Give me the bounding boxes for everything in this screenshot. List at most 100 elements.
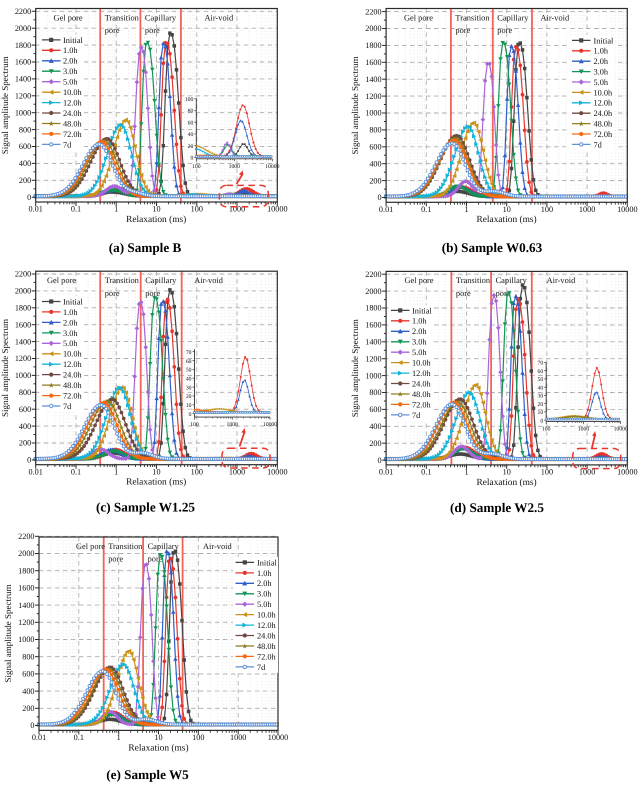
svg-text:0.1: 0.1 [71,205,81,214]
svg-text:3.0h: 3.0h [257,590,272,599]
svg-text:2200: 2200 [18,532,34,541]
svg-text:1800: 1800 [15,41,31,50]
svg-text:Gel pore: Gel pore [54,13,83,22]
svg-text:1000: 1000 [365,371,381,380]
svg-text:0.1: 0.1 [421,205,431,214]
svg-text:7d: 7d [257,663,266,672]
svg-text:400: 400 [369,422,381,431]
svg-text:200: 200 [369,176,381,185]
svg-text:Air-void: Air-void [547,276,576,285]
svg-text:7d: 7d [594,140,603,149]
svg-text:10.0h: 10.0h [257,611,277,620]
svg-text:800: 800 [19,388,31,397]
svg-text:10: 10 [154,733,162,742]
svg-text:0.01: 0.01 [29,205,43,214]
svg-text:1: 1 [464,205,468,214]
svg-text:50: 50 [538,377,544,383]
svg-text:12.0h: 12.0h [412,369,432,378]
svg-text:30: 30 [538,394,544,400]
svg-text:12.0h: 12.0h [594,99,614,108]
svg-text:0.01: 0.01 [29,467,43,476]
svg-text:100: 100 [190,422,199,428]
svg-text:1: 1 [464,468,468,477]
svg-text:pore: pore [108,555,123,564]
svg-text:100: 100 [191,467,203,476]
svg-text:10000: 10000 [267,205,287,214]
svg-text:10: 10 [538,410,544,416]
svg-text:24.0h: 24.0h [594,109,614,118]
svg-text:Capillary: Capillary [148,542,180,551]
svg-text:30: 30 [186,385,192,391]
svg-text:Signal amplitude Spectrum: Signal amplitude Spectrum [350,57,360,155]
svg-text:1: 1 [114,205,118,214]
svg-text:5.0h: 5.0h [594,78,609,87]
svg-text:1200: 1200 [18,618,34,627]
svg-text:48.0h: 48.0h [594,120,614,129]
svg-text:24.0h: 24.0h [257,631,277,640]
svg-text:0: 0 [378,456,382,465]
svg-text:3.0h: 3.0h [412,338,427,347]
svg-text:1000: 1000 [579,468,595,477]
svg-text:2200: 2200 [365,270,381,279]
svg-text:100: 100 [192,733,204,742]
svg-text:48.0h: 48.0h [63,119,83,128]
svg-text:0.01: 0.01 [379,205,393,214]
svg-text:Initial: Initial [594,36,615,45]
svg-text:2.0h: 2.0h [63,318,78,327]
svg-text:Signal amplitude Spectrum: Signal amplitude Spectrum [0,56,10,154]
svg-text:24.0h: 24.0h [63,109,83,118]
svg-text:70: 70 [538,361,544,367]
svg-text:1400: 1400 [15,337,31,346]
svg-text:pore: pore [455,26,470,35]
svg-text:1000: 1000 [579,205,595,214]
svg-text:Initial: Initial [63,297,84,306]
svg-text:Capillary: Capillary [496,276,528,285]
svg-text:400: 400 [22,687,34,696]
svg-text:1000: 1000 [18,635,34,644]
svg-text:12.0h: 12.0h [63,99,83,108]
svg-text:1800: 1800 [365,304,381,313]
svg-text:Relaxation (ms): Relaxation (ms) [126,478,186,488]
svg-text:(d) Sample W2.5: (d) Sample W2.5 [450,500,544,515]
svg-text:Gel pore: Gel pore [47,276,76,285]
svg-text:0: 0 [190,156,193,162]
svg-text:1: 1 [114,467,118,476]
svg-text:800: 800 [22,652,34,661]
svg-text:72.0h: 72.0h [63,391,83,400]
svg-text:pore: pore [497,26,512,35]
svg-text:1.0h: 1.0h [63,46,78,55]
svg-text:12.0h: 12.0h [257,621,277,630]
svg-text:20: 20 [538,402,544,408]
svg-text:2000: 2000 [365,24,381,33]
svg-text:40: 40 [538,385,544,391]
svg-text:(e) Sample W5: (e) Sample W5 [106,767,189,782]
svg-text:1800: 1800 [18,566,34,575]
svg-text:7d: 7d [63,402,72,411]
svg-text:10000: 10000 [265,164,279,170]
svg-text:1000: 1000 [15,108,31,117]
svg-text:10000: 10000 [263,422,277,428]
svg-text:400: 400 [369,159,381,168]
svg-text:400: 400 [19,159,31,168]
svg-text:1000: 1000 [230,733,246,742]
svg-text:0.01: 0.01 [379,468,393,477]
svg-text:72.0h: 72.0h [412,400,432,409]
svg-text:0.1: 0.1 [71,467,81,476]
svg-text:24.0h: 24.0h [412,379,432,388]
svg-text:2000: 2000 [18,549,34,558]
svg-text:1400: 1400 [15,75,31,84]
svg-text:40: 40 [188,132,194,138]
svg-text:Capillary: Capillary [145,276,177,285]
svg-text:2.0h: 2.0h [63,57,78,66]
svg-text:600: 600 [22,670,34,679]
svg-text:1400: 1400 [365,338,381,347]
svg-text:200: 200 [369,439,381,448]
svg-text:100: 100 [192,164,201,170]
svg-text:Air-void: Air-void [203,542,232,551]
svg-text:1200: 1200 [15,354,31,363]
svg-text:24.0h: 24.0h [63,371,83,380]
svg-text:1800: 1800 [365,41,381,50]
svg-text:1600: 1600 [365,58,381,67]
svg-text:Signal amplitude Spectrum: Signal amplitude Spectrum [3,585,13,683]
svg-text:1800: 1800 [15,304,31,313]
